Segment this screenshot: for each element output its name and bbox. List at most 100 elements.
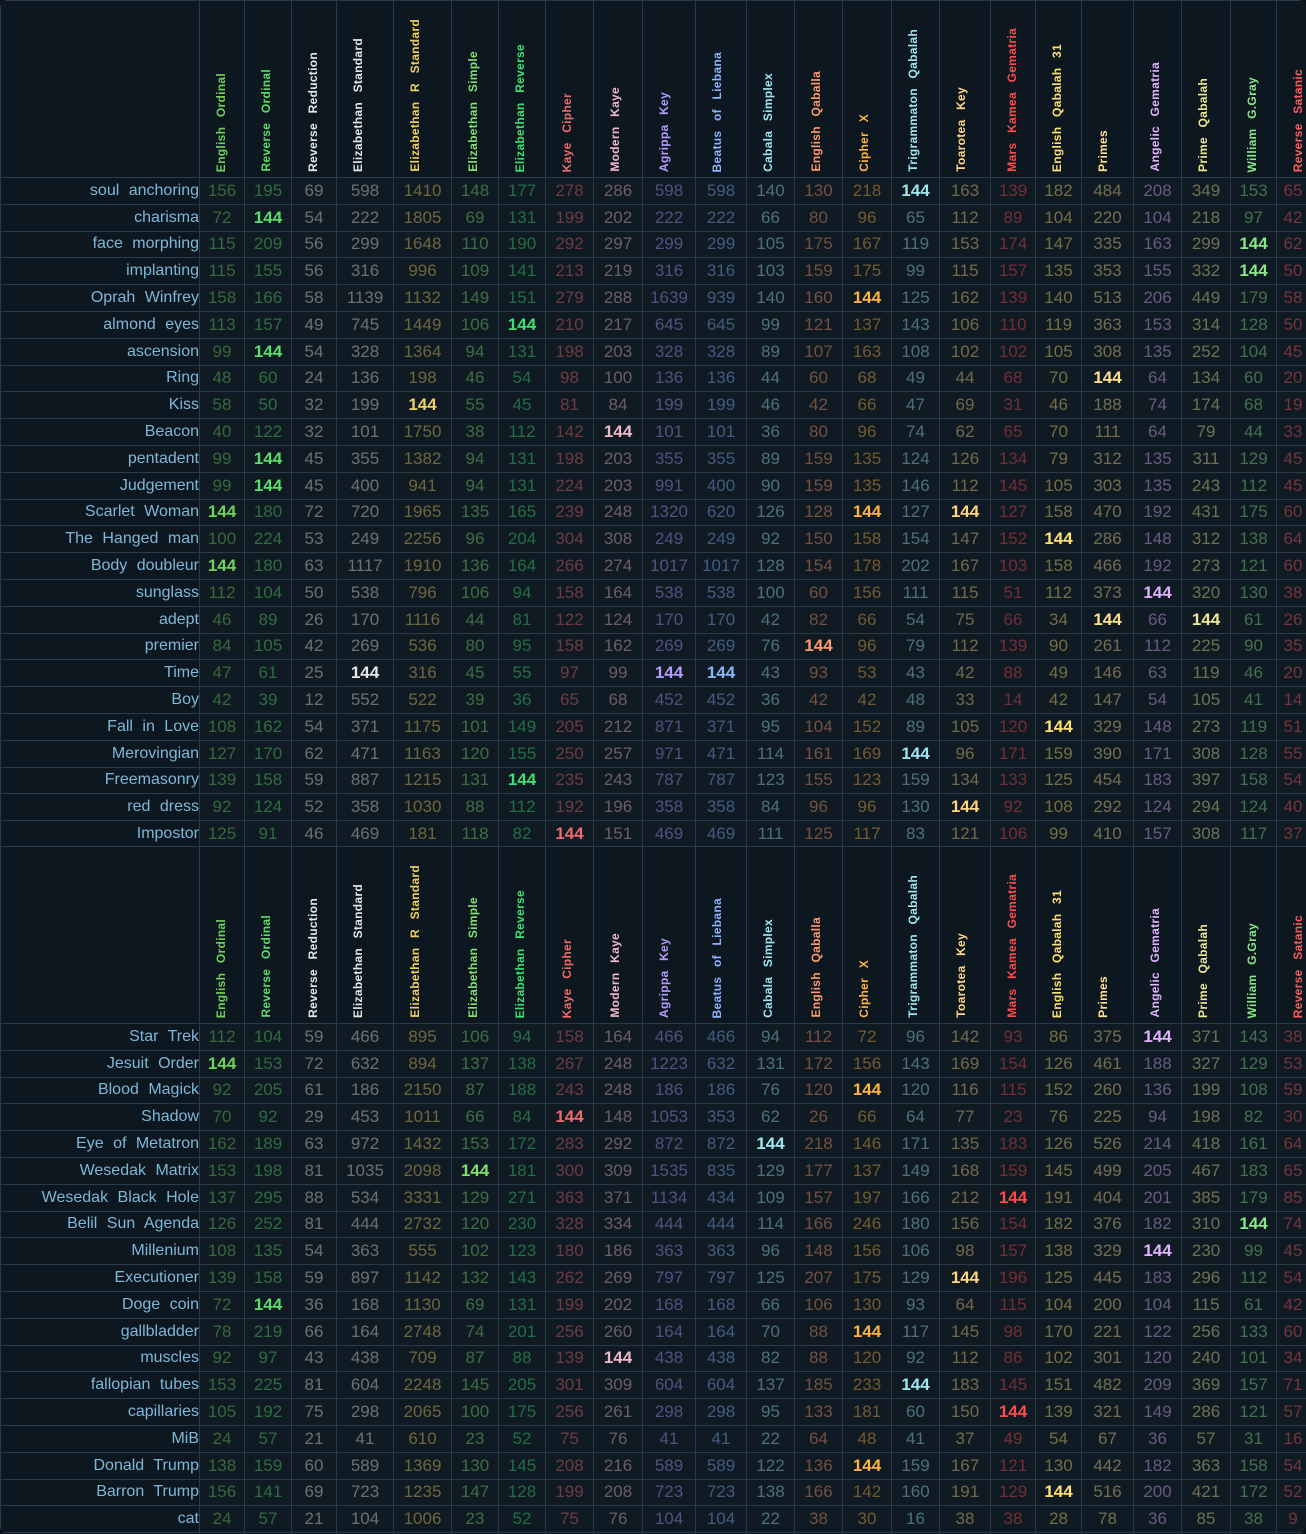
cipher-header-cipher-x[interactable]: Cipher X <box>842 0 892 178</box>
table-row: Body doubleur 144 180 63 1117 1910 136 164 266 27… <box>0 552 1306 580</box>
value-cell: 45 <box>1276 1237 1306 1266</box>
phrase-label[interactable]: muscles <box>0 1344 200 1373</box>
phrase-label[interactable]: Fall in Love <box>0 712 200 741</box>
phrase-label[interactable]: Belil Sun Agenda <box>0 1210 200 1239</box>
phrase-label[interactable]: gallbladder <box>0 1317 200 1346</box>
phrase-label[interactable]: sunglass <box>0 578 200 607</box>
phrase-label[interactable]: Barron Trump <box>0 1478 200 1507</box>
gematria-table-1: English Ordinal Reverse Ordinal Reverse Re… <box>0 0 1306 848</box>
cipher-header-agrippa-key[interactable]: Agrippa Key <box>642 846 696 1024</box>
cipher-header-prime-qabalah[interactable]: Prime Qabalah <box>1181 0 1231 178</box>
cipher-header-english-ordinal[interactable]: English Ordinal <box>199 846 245 1024</box>
phrase-label[interactable]: Body doubleur <box>0 552 200 580</box>
phrase-label[interactable]: almond eyes <box>0 310 200 339</box>
cipher-header-reverse-satanic[interactable]: Reverse Satanic <box>1276 0 1306 178</box>
cipher-header-reverse-satanic[interactable]: Reverse Satanic <box>1276 846 1306 1024</box>
phrase-label[interactable]: Shadow <box>0 1103 200 1132</box>
cipher-header-english-qaballa[interactable]: English Qaballa <box>794 846 843 1024</box>
phrase-label[interactable]: Beacon <box>0 418 200 446</box>
phrase-label[interactable]: Ring <box>0 364 200 393</box>
cipher-header-english-qabalah-31[interactable]: English Qabalah 31 <box>1035 0 1082 178</box>
cipher-header-english-qabalah-31[interactable]: English Qabalah 31 <box>1035 846 1082 1024</box>
cipher-header-primes[interactable]: Primes <box>1081 846 1134 1024</box>
phrase-label[interactable]: Freemasonry <box>0 766 200 795</box>
value-cell: 146 <box>891 471 940 500</box>
value-cell: 135 <box>1133 471 1182 500</box>
phrase-label[interactable]: implanting <box>0 257 200 286</box>
phrase-label[interactable]: Judgement <box>0 471 200 500</box>
value-cell: 538 <box>642 578 696 607</box>
cipher-header-elizabethan-simple[interactable]: Elizabethan Simple <box>451 0 499 178</box>
phrase-label[interactable]: capillaries <box>0 1398 200 1426</box>
value-cell: 81 <box>291 1371 337 1400</box>
phrase-label[interactable]: Merovingian <box>0 739 200 768</box>
phrase-label[interactable]: Blood Magick <box>0 1076 200 1105</box>
cipher-header-angelic-gematria[interactable]: Angelic Gematria <box>1133 0 1182 178</box>
cipher-header-cabala-simplex[interactable]: Cabala Simplex <box>746 0 795 178</box>
cipher-header-modern-kaye[interactable]: Modern Kaye <box>593 846 643 1024</box>
cipher-header-elizabethan-reverse[interactable]: Elizabethan Reverse <box>498 0 546 178</box>
value-cell: 142 <box>545 418 594 446</box>
cipher-header-elizabethan-reverse[interactable]: Elizabethan Reverse <box>498 846 546 1024</box>
phrase-label[interactable]: Oprah Winfrey <box>0 284 200 312</box>
phrase-label[interactable]: fallopian tubes <box>0 1371 200 1400</box>
cipher-header-elizabethan-standard[interactable]: Elizabethan Standard <box>336 846 394 1024</box>
cipher-header-toarotea-key[interactable]: Toarotea Key <box>939 0 991 178</box>
cipher-header-elizabethan-r-standard[interactable]: Elizabethan R Standard <box>393 846 452 1024</box>
cipher-header-prime-qabalah[interactable]: Prime Qabalah <box>1181 846 1231 1024</box>
phrase-label[interactable]: red dress <box>0 793 200 822</box>
cipher-header-reverse-reduction[interactable]: Reverse Reduction <box>291 0 337 178</box>
cipher-header-elizabethan-standard[interactable]: Elizabethan Standard <box>336 0 394 178</box>
phrase-label[interactable]: Eye of Metatron <box>0 1130 200 1158</box>
phrase-label[interactable]: cat <box>0 1505 200 1534</box>
cipher-header-reverse-reduction[interactable]: Reverse Reduction <box>291 846 337 1024</box>
phrase-label[interactable]: adept <box>0 605 200 634</box>
cipher-header-agrippa-key[interactable]: Agrippa Key <box>642 0 696 178</box>
cipher-header-william-g-gray[interactable]: William G.Gray <box>1230 0 1277 178</box>
cipher-header-william-g-gray[interactable]: William G.Gray <box>1230 846 1277 1024</box>
phrase-label[interactable]: Executioner <box>0 1264 200 1292</box>
phrase-label[interactable]: Kiss <box>0 391 200 420</box>
phrase-label[interactable]: Star Trek <box>0 1023 200 1051</box>
cipher-header-elizabethan-r-standard[interactable]: Elizabethan R Standard <box>393 0 452 178</box>
cipher-header-modern-kaye[interactable]: Modern Kaye <box>593 0 643 178</box>
cipher-header-mars-kamea-gematria[interactable]: Mars Kamea Gematria <box>990 0 1036 178</box>
phrase-label[interactable]: Boy <box>0 686 200 714</box>
cipher-header-beatus-of-liebana[interactable]: Beatus of Liebana <box>695 0 747 178</box>
phrase-label[interactable]: premier <box>0 632 200 661</box>
value-cell: 120 <box>891 1076 940 1105</box>
cipher-header-cipher-x[interactable]: Cipher X <box>842 846 892 1024</box>
phrase-label[interactable]: Wesedak Black Hole <box>0 1183 200 1212</box>
cipher-header-mars-kamea-gematria[interactable]: Mars Kamea Gematria <box>990 846 1036 1024</box>
cipher-header-toarotea-key[interactable]: Toarotea Key <box>939 846 991 1024</box>
phrase-label[interactable]: soul anchoring <box>0 177 200 205</box>
cipher-header-beatus-of-liebana[interactable]: Beatus of Liebana <box>695 846 747 1024</box>
value-cell: 64 <box>1133 364 1182 393</box>
phrase-label[interactable]: Scarlet Woman <box>0 498 200 527</box>
phrase-label[interactable]: MiB <box>0 1424 200 1453</box>
phrase-label[interactable]: pentadent <box>0 444 200 473</box>
phrase-label[interactable]: Doge coin <box>0 1290 200 1319</box>
phrase-label[interactable]: Wesedak Matrix <box>0 1156 200 1185</box>
phrase-label[interactable]: Jesuit Order <box>0 1049 200 1078</box>
cipher-header-angelic-gematria[interactable]: Angelic Gematria <box>1133 846 1182 1024</box>
cipher-header-trigrammaton-qabalah[interactable]: Trigrammaton Qabalah <box>891 0 940 178</box>
cipher-header-english-ordinal[interactable]: English Ordinal <box>199 0 245 178</box>
phrase-label[interactable]: Donald Trump <box>0 1451 200 1480</box>
cipher-header-reverse-ordinal[interactable]: Reverse Ordinal <box>244 0 292 178</box>
phrase-label[interactable]: Time <box>0 659 200 688</box>
cipher-header-trigrammaton-qabalah[interactable]: Trigrammaton Qabalah <box>891 846 940 1024</box>
cipher-header-kaye-cipher[interactable]: Kaye Cipher <box>545 846 594 1024</box>
phrase-label[interactable]: ascension <box>0 337 200 366</box>
phrase-label[interactable]: The Hanged man <box>0 525 200 554</box>
cipher-header-reverse-ordinal[interactable]: Reverse Ordinal <box>244 846 292 1024</box>
phrase-label[interactable]: Impostor <box>0 820 200 848</box>
cipher-header-primes[interactable]: Primes <box>1081 0 1134 178</box>
cipher-header-english-qaballa[interactable]: English Qaballa <box>794 0 843 178</box>
phrase-label[interactable]: face morphing <box>0 230 200 259</box>
cipher-header-kaye-cipher[interactable]: Kaye Cipher <box>545 0 594 178</box>
cipher-header-cabala-simplex[interactable]: Cabala Simplex <box>746 846 795 1024</box>
phrase-label[interactable]: Millenium <box>0 1237 200 1266</box>
cipher-header-elizabethan-simple[interactable]: Elizabethan Simple <box>451 846 499 1024</box>
phrase-label[interactable]: charisma <box>0 203 200 232</box>
